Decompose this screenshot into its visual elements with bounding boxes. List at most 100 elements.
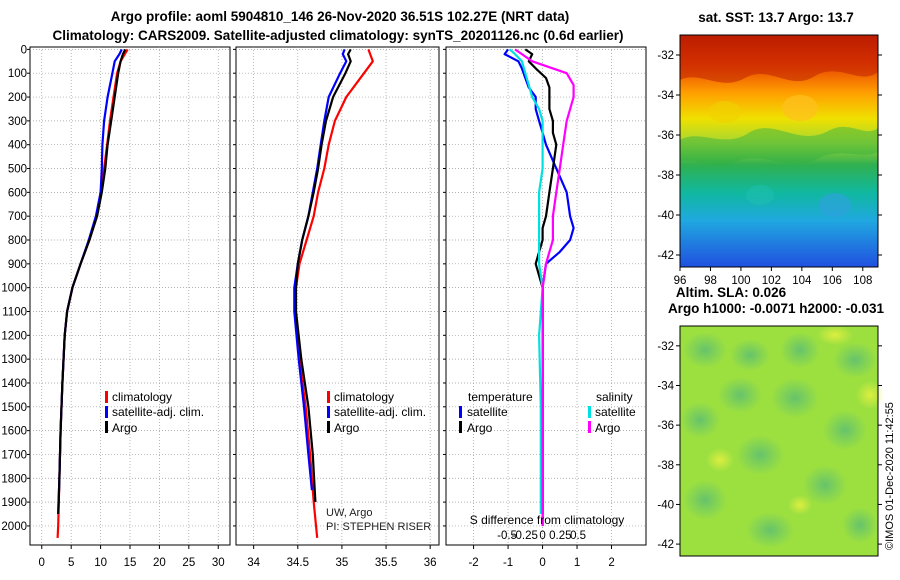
salinity-diff-tick-label: 0.25 [549,530,571,542]
legend-swatch-satellite [327,406,330,418]
sla-blob [833,342,877,378]
y-tick-label: 1600 [1,426,27,438]
sla-map-title-2: Argo h1000: -0.0071 h2000: -0.031 [668,301,885,316]
series-line-difference-2 [509,48,544,514]
sst-eddy-2 [709,101,741,123]
map-y-tick-label: -34 [657,380,674,392]
y-tick-label: 1900 [1,497,27,509]
y-tick-label: 1200 [1,330,27,342]
map-y-tick-label: -38 [657,170,674,182]
series-line-salinity-0 [294,49,374,539]
x-tick-label: 34 [247,557,260,569]
y-tick-label: 500 [8,164,27,176]
pi-annotation-1: UW, Argo [326,507,372,519]
map-y-tick-label: -36 [657,420,674,432]
x-tick-label: 34.5 [287,557,309,569]
title-line-1: Argo profile: aoml 5904810_146 26-Nov-20… [111,9,569,24]
salinity-panel-frame [235,46,440,546]
sla-blob-high [856,381,884,409]
legend-label-sal-argo: Argo [595,421,621,435]
y-tick-label: 400 [8,140,27,152]
x-tick-label: 0 [539,557,545,569]
sla-blob [823,410,867,450]
map-x-tick-label: 108 [853,275,872,287]
sla-blob [771,378,819,418]
y-tick-label: 1000 [1,283,27,295]
sla-map: Altim. SLA: 0.026 Argo h1000: -0.0071 h2… [668,285,885,557]
y-tick-label: 300 [8,116,27,128]
legend-swatch-temp-argo [459,421,462,433]
map-y-tick-label: -32 [657,50,674,62]
sla-blob [736,435,784,475]
series-line-temperature-2 [57,48,127,515]
map-x-tick-label: 98 [704,275,717,287]
y-tick-label: 100 [8,68,27,80]
map-y-tick-label: -34 [657,90,674,102]
series-line-temperature-0 [56,48,129,538]
legend-swatch-climatology [327,391,330,403]
legend-label-climatology: climatology [334,390,394,404]
legend-label-temp-satellite: satellite [467,405,508,419]
x-tick-label: 10 [94,557,107,569]
salinity-diff-tick-label: -0.25 [512,530,538,542]
map-y-tick-label: -38 [657,460,674,472]
series-line-difference-0 [503,48,575,514]
x-tick-label: -2 [468,557,478,569]
salinity-diff-tick-label: 0.5 [570,530,586,542]
legend-label-temp-argo: Argo [467,421,493,435]
sst-map: sat. SST: 13.7 Argo: 13.7 [679,10,879,268]
sst-eddy-4 [746,185,774,205]
legend-swatch-sal-argo [588,421,591,433]
y-tick-label: 1300 [1,354,27,366]
map-x-tick-label: 100 [731,275,750,287]
sla-blob [780,332,820,368]
series-line-difference-3 [514,48,575,526]
map-y-tick-label: -40 [657,499,674,511]
sst-eddy-1 [782,95,818,121]
legend-label-satellite: satellite-adj. clim. [334,405,426,419]
map-y-tick-label: -40 [657,210,674,222]
sla-blob [746,512,794,548]
map-x-tick-label: 106 [823,275,842,287]
y-tick-label: 1500 [1,402,27,414]
legend-swatch-temp-satellite [459,406,462,418]
salinity-legend: climatology satellite-adj. clim. Argo UW… [326,390,431,533]
sla-blob [730,339,770,371]
sla-blob [842,507,878,543]
legend-swatch-climatology [105,391,108,403]
legend-label-climatology: climatology [112,390,172,404]
legend-title-salinity: salinity [596,390,633,404]
sla-blob [718,377,762,413]
x-tick-label: 5 [68,557,74,569]
legend-label-sal-satellite: satellite [595,405,636,419]
x-tick-label: 36 [424,557,437,569]
legend-label-argo: Argo [112,421,138,435]
map-y-tick-label: -32 [657,341,674,353]
difference-xlabel: S difference from climatology [470,513,625,527]
salinity-diff-tick-label: 0 [539,530,545,542]
legend-swatch-sal-satellite [588,406,591,418]
sla-map-title-1: Altim. SLA: 0.026 [676,285,787,300]
title-line-2: Climatology: CARS2009. Satellite-adjuste… [53,28,624,43]
map-x-tick-label: 104 [792,275,812,287]
y-tick-label: 1100 [2,306,27,318]
sla-blob [683,332,727,368]
sst-front-2 [680,126,878,166]
sla-map-border [679,325,879,557]
x-tick-label: 0 [39,557,45,569]
y-tick-label: 2000 [1,521,27,533]
sla-blob-high [788,495,812,515]
y-tick-label: 200 [8,92,27,104]
y-tick-label: 1400 [1,378,27,390]
x-tick-label: -1 [503,557,513,569]
sla-blob [803,465,847,505]
x-tick-label: 25 [182,557,195,569]
sla-blob [683,480,727,520]
y-tick-label: 700 [8,211,27,223]
legend-swatch-argo [327,421,330,433]
legend-title-temperature: temperature [468,390,533,404]
y-tick-label: 800 [8,235,27,247]
sla-blob-high [817,325,853,345]
y-tick-label: 600 [8,187,27,199]
